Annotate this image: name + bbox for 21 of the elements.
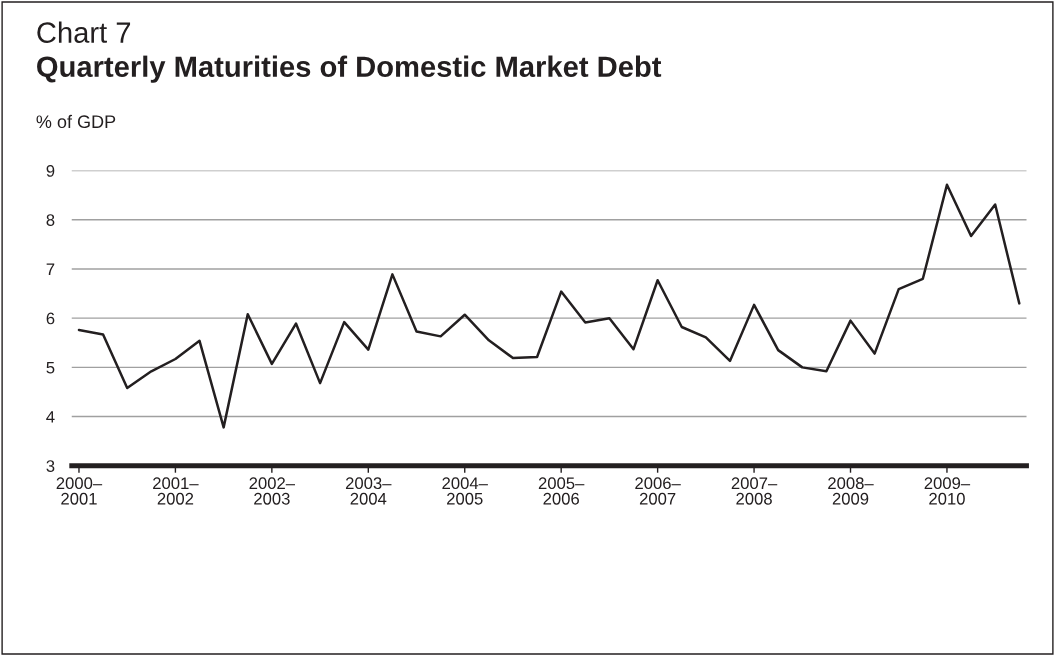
- y-tick-label: 5: [46, 361, 55, 374]
- x-tick-label: 2000– 2001: [56, 477, 103, 505]
- y-tick-label: 4: [46, 411, 55, 423]
- x-tick-label: 2007– 2008: [731, 477, 778, 505]
- x-tick-label: 2004– 2005: [442, 477, 488, 505]
- chart-subtitle: Quarterly Maturities of Domestic Market Debt: [37, 55, 662, 83]
- y-tick-label: 8: [46, 214, 55, 226]
- x-tick-label: 2006– 2007: [635, 477, 681, 505]
- x-tick-label: 2008– 2009: [828, 477, 874, 505]
- y-tick-label: 9: [46, 164, 55, 177]
- y-tick-label: 3: [46, 460, 55, 472]
- y-tick-label: 6: [46, 312, 55, 325]
- y-tick-label: 7: [46, 263, 55, 275]
- y-axis-title: % of GDP: [36, 114, 116, 129]
- x-tick-label: 2002– 2003: [249, 477, 296, 505]
- chart-title: Chart 7: [37, 21, 131, 43]
- line-series: [77, 183, 1021, 429]
- x-tick-label: 2005– 2006: [538, 477, 585, 505]
- x-tick-label: 2009– 2010: [924, 477, 971, 505]
- x-tick-label: 2003– 2004: [345, 477, 392, 505]
- x-tick-label: 2001– 2002: [153, 477, 199, 505]
